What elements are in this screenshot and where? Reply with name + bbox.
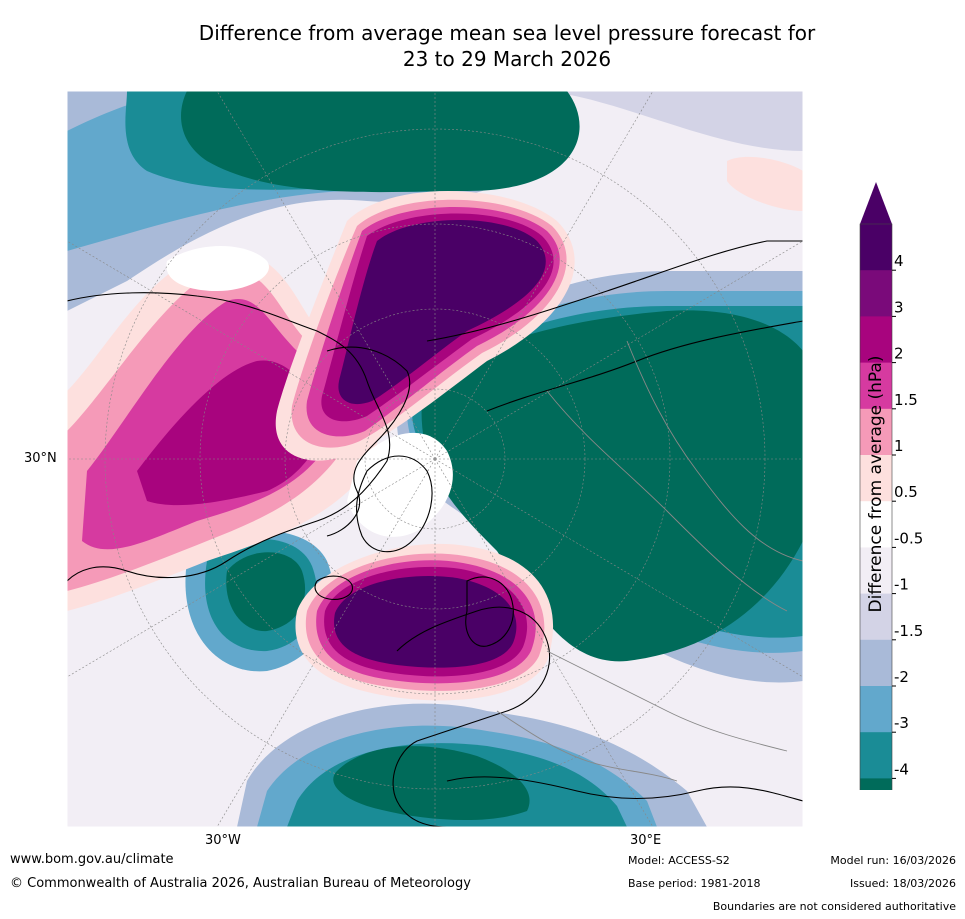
colorbar-swatch bbox=[860, 224, 892, 271]
colorbar-frame bbox=[859, 223, 893, 790]
colorbar-tick-label: -2 bbox=[894, 668, 909, 686]
colorbar-swatch bbox=[860, 501, 892, 548]
meridian bbox=[434, 91, 654, 460]
colorbar-tick-label: -1.5 bbox=[894, 622, 923, 640]
boundaries-disclaimer: Boundaries are not considered authoritat… bbox=[712, 900, 956, 913]
colorbar-swatch bbox=[860, 270, 892, 317]
coastline-north-america-arctic bbox=[326, 346, 411, 537]
colorbar-swatch bbox=[860, 732, 892, 779]
coastline-north-america bbox=[67, 292, 391, 582]
colorbar-tick-label: 1 bbox=[894, 437, 904, 455]
website-link[interactable]: www.bom.gov.au/climate bbox=[10, 852, 174, 867]
negative-anomaly-core-west-atlantic bbox=[226, 552, 306, 632]
colorbar-tick-label: 0.5 bbox=[894, 483, 918, 501]
colorbar-tick-label: -0.5 bbox=[894, 529, 923, 547]
coastline-asia bbox=[426, 240, 803, 342]
country-borders bbox=[496, 340, 803, 782]
copyright-text: © Commonwealth of Australia 2026, Austra… bbox=[10, 876, 471, 891]
colorbar-tick-label: -4 bbox=[894, 760, 909, 778]
chart-title: Difference from average mean sea level p… bbox=[0, 20, 965, 72]
meridian bbox=[216, 458, 436, 827]
colorbar-title: Difference from average (hPa) bbox=[866, 355, 886, 613]
meridian bbox=[67, 458, 436, 678]
anomaly-map bbox=[67, 91, 803, 827]
border bbox=[546, 390, 788, 612]
latitude-label-30n: 30°N bbox=[24, 451, 57, 466]
coastline-iceland bbox=[314, 575, 353, 600]
positive-anomaly-core-north-america bbox=[137, 360, 323, 506]
positive-anomaly-core-scandinavia bbox=[334, 576, 517, 668]
border bbox=[496, 710, 678, 782]
colorbar-tick-label: -3 bbox=[894, 714, 909, 732]
colorbar-swatch bbox=[860, 316, 892, 364]
graticule bbox=[67, 91, 803, 827]
colorbar-swatch bbox=[860, 639, 892, 687]
negative-anomaly-core-mediterranean bbox=[333, 746, 530, 821]
coastline-scandinavia bbox=[465, 576, 514, 647]
colorbar-tick-label: 4 bbox=[894, 252, 904, 270]
coastline-greenland bbox=[356, 455, 433, 553]
colorbar-swatch bbox=[860, 686, 892, 733]
longitude-label-30e: 30°E bbox=[630, 833, 661, 848]
meridian bbox=[434, 458, 654, 827]
negative-anomaly-band bbox=[67, 91, 803, 151]
positive-anomaly-small bbox=[727, 156, 803, 211]
meridian bbox=[216, 91, 436, 460]
colorbar-extend-top bbox=[860, 182, 892, 224]
issued-date: Issued: 18/03/2026 bbox=[849, 877, 956, 890]
colorbar-tick-label: 3 bbox=[894, 298, 904, 316]
coastline-europe bbox=[392, 606, 551, 827]
colorbar-tick-label: 1.5 bbox=[894, 391, 918, 409]
colorbar-swatch bbox=[860, 593, 892, 641]
longitude-label-30w-text: 30°W bbox=[205, 833, 241, 848]
longitude-label-30e-text: 30°E bbox=[630, 833, 662, 848]
negative-anomaly-core-north-pacific bbox=[181, 91, 580, 193]
border bbox=[626, 340, 803, 562]
colorbar: 4 3 2 1.5 1 0.5 -0.5 -1 -1.5 -2 -3 -4 bbox=[859, 182, 923, 790]
colorbar-swatch bbox=[860, 778, 892, 790]
title-line-2: 23 to 29 March 2026 bbox=[402, 47, 612, 71]
colorbar-tick-label: -1 bbox=[894, 576, 909, 594]
title-line-1: Difference from average mean sea level p… bbox=[198, 21, 816, 45]
colorbar-swatch bbox=[860, 362, 892, 410]
meridian bbox=[67, 240, 436, 460]
meridian bbox=[434, 240, 803, 460]
base-period: Base period: 1981-2018 bbox=[628, 877, 761, 890]
colorbar-tick-label: 2 bbox=[894, 345, 904, 363]
latitude-circle bbox=[199, 223, 671, 695]
neutral-area bbox=[166, 246, 269, 291]
model-run-date: Model run: 16/03/2026 bbox=[830, 854, 956, 867]
coastline-mediterranean bbox=[446, 776, 803, 802]
meridian bbox=[434, 458, 803, 678]
model-name: Model: ACCESS-S2 bbox=[628, 854, 730, 867]
colorbar-swatch bbox=[860, 547, 892, 595]
coastline-asia-arctic bbox=[486, 320, 803, 412]
coastlines bbox=[67, 240, 803, 827]
colorbar-swatch bbox=[860, 408, 892, 456]
border bbox=[546, 650, 788, 752]
colorbar-swatch bbox=[860, 455, 892, 502]
longitude-label-30w: 30°W bbox=[205, 833, 241, 848]
